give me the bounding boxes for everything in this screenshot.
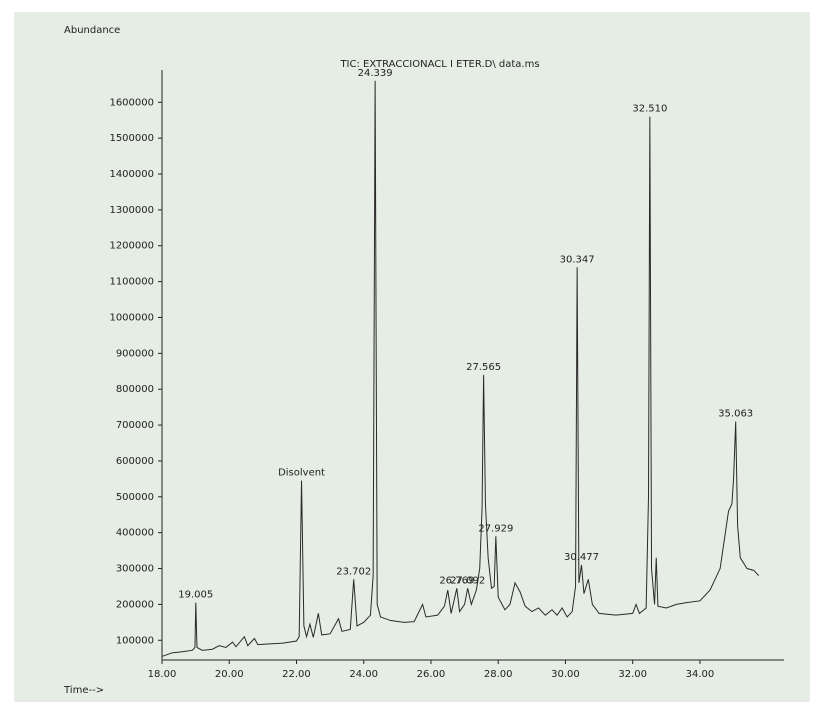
y-tick-label: 1400000 <box>109 169 154 180</box>
x-tick-label: 24.00 <box>349 669 378 680</box>
chart-background <box>14 12 810 702</box>
y-tick-label: 400000 <box>116 528 154 539</box>
x-tick-label: 28.00 <box>484 669 513 680</box>
peak-label: 26.769 <box>439 575 474 586</box>
x-tick-label: 20.00 <box>215 669 244 680</box>
peak-label: 32.510 <box>632 104 667 115</box>
peak-label: Disolvent <box>278 468 325 479</box>
peak-label: 23.702 <box>336 566 371 577</box>
y-tick-label: 500000 <box>116 492 154 503</box>
y-tick-label: 900000 <box>116 348 154 359</box>
peak-label: 35.063 <box>718 408 753 419</box>
peak-label: 30.347 <box>560 254 595 265</box>
y-tick-label: 1100000 <box>109 277 154 288</box>
peak-label: 19.005 <box>178 590 213 601</box>
x-tick-label: 30.00 <box>551 669 580 680</box>
trace <box>161 80 760 657</box>
x-tick-label: 22.00 <box>282 669 311 680</box>
y-tick-label: 100000 <box>116 635 154 646</box>
x-tick-label: 26.00 <box>417 669 446 680</box>
y-tick-label: 1300000 <box>109 205 154 216</box>
y-tick-label: 200000 <box>116 599 154 610</box>
y-tick-label: 800000 <box>116 384 154 395</box>
peak-label: 27.092 <box>450 575 485 586</box>
y-tick-label: 600000 <box>116 456 154 467</box>
peak-label: 30.477 <box>564 552 599 563</box>
x-axis-label: Time--> <box>63 685 104 696</box>
x-tick-label: 18.00 <box>148 669 177 680</box>
y-tick-label: 1000000 <box>109 312 154 323</box>
peak-label: 27.565 <box>466 362 501 373</box>
x-tick-label: 34.00 <box>686 669 715 680</box>
y-axis-label: Abundance <box>64 25 120 36</box>
y-tick-label: 300000 <box>116 564 154 575</box>
peak-label: 24.339 <box>358 68 393 79</box>
y-tick-label: 700000 <box>116 420 154 431</box>
chart-title: TIC: EXTRACCIONACL I ETER.D\ data.ms <box>339 59 539 70</box>
peak-label: 27.929 <box>478 523 513 534</box>
y-tick-label: 1200000 <box>109 241 154 252</box>
y-tick-label: 1500000 <box>109 133 154 144</box>
x-tick-label: 32.00 <box>618 669 647 680</box>
y-tick-label: 1600000 <box>109 97 154 108</box>
